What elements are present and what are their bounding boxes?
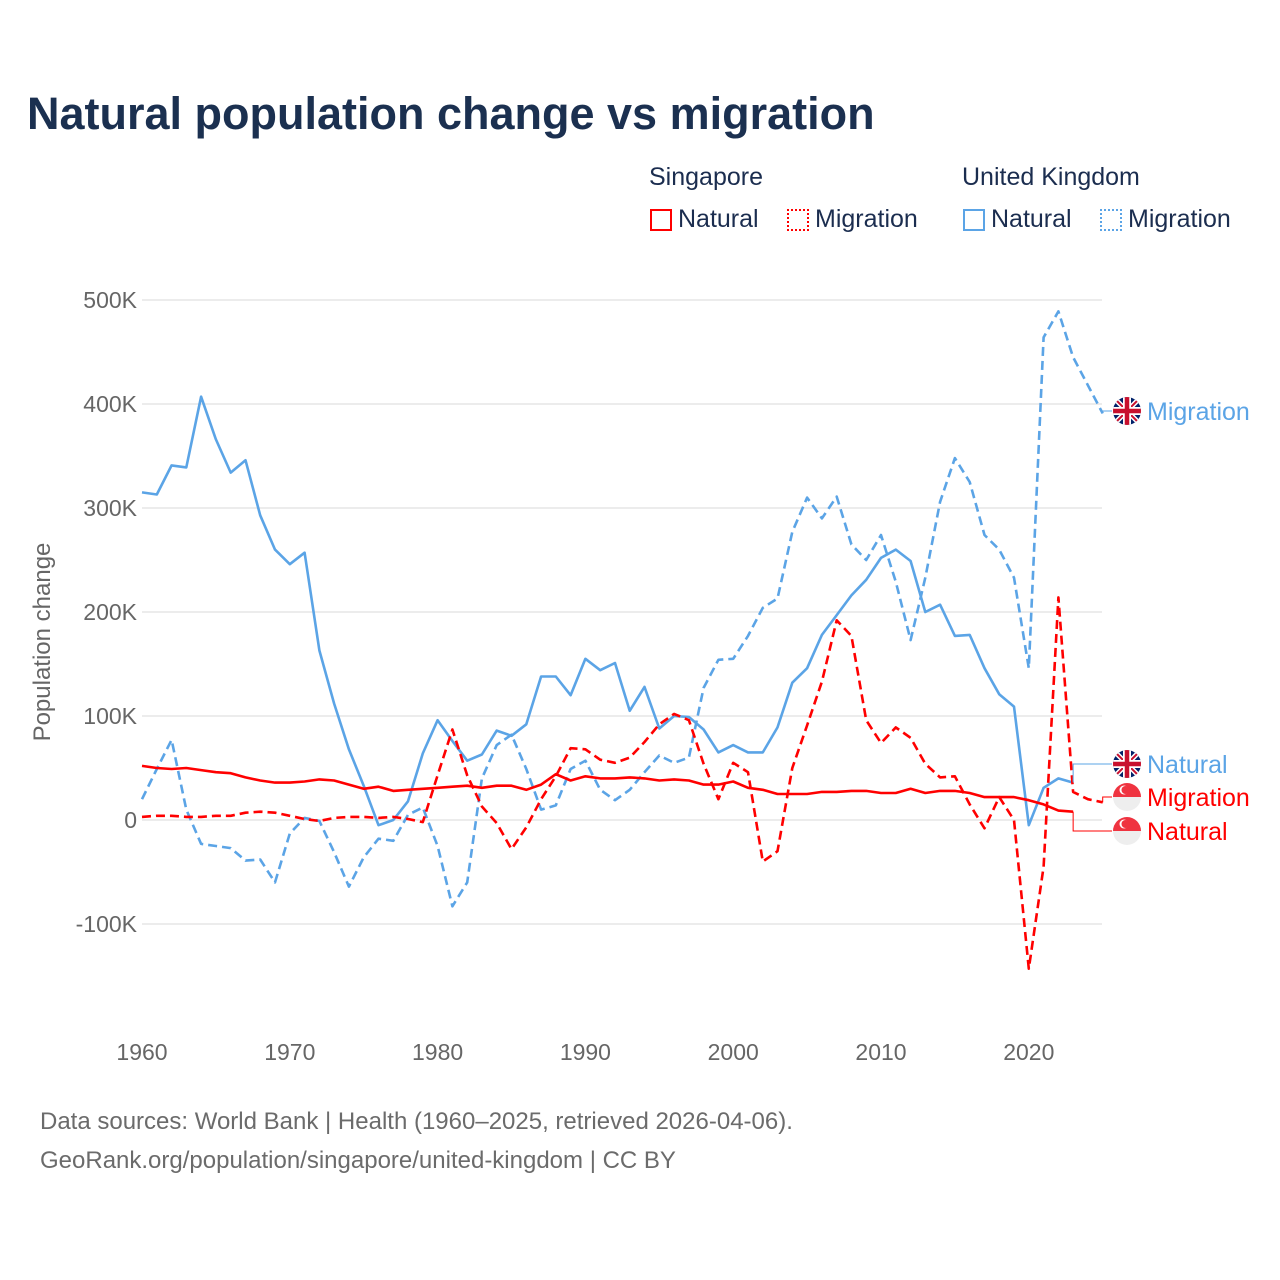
singapore-flag-icon [1113,817,1141,845]
footer-sources: Data sources: World Bank | Health (1960–… [40,1108,793,1135]
y-tick-label: -100K [76,911,138,937]
x-tick-label: 1980 [412,1039,463,1065]
legend-item-sg-natural[interactable]: Natural [650,205,759,234]
y-tick-label: 100K [83,703,137,729]
series-line-singapore-natural [141,764,1074,813]
flag-crescent-cut [1121,786,1130,794]
x-tick-label: 1960 [116,1039,167,1065]
legend-item-uk-natural[interactable]: Natural [963,205,1072,234]
legend-swatch-dotted-blue [1100,208,1122,231]
flag-body [1113,783,1141,811]
footer-link[interactable]: GeoRank.org/population/singapore/united-… [40,1147,676,1174]
flag-cross-red [1113,750,1141,778]
flag-body [1113,397,1141,425]
legend-swatch-solid-blue [963,208,985,231]
legend-label: Migration [1128,205,1231,233]
flag-cross-red [1113,397,1141,425]
y-axis-title: Population change [29,543,56,742]
singapore-flag-icon [1113,783,1141,811]
uk-flag-icon [1113,397,1141,425]
legend-label: Natural [678,205,759,233]
flag-crescent-cut [1121,820,1130,828]
legend-label: Natural [991,205,1072,233]
end-label: Natural [1147,751,1228,779]
x-tick-label: 2020 [1003,1039,1054,1065]
end-label-connector [1102,410,1112,414]
chart-title: Natural population change vs migration [27,88,875,139]
y-tick-label: 0 [124,807,137,833]
y-tick-label: 400K [83,391,137,417]
x-tick-label: 1970 [264,1039,315,1065]
y-tick-label: 300K [83,495,137,521]
legend-group-singapore: Singapore [649,163,763,191]
series-line-united-kingdom-natural [141,395,1074,827]
end-label: Migration [1147,784,1250,812]
legend-item-uk-migration[interactable]: Migration [1100,205,1231,234]
x-tick-label: 1990 [560,1039,611,1065]
legend-item-sg-migration[interactable]: Migration [787,205,918,234]
series-line-united-kingdom-migration [140,310,1104,908]
x-tick-label: 2000 [708,1039,759,1065]
series-line-singapore-migration [141,596,1103,970]
y-tick-label: 200K [83,599,137,625]
legend-swatch-dotted-red [787,208,809,231]
flag-bottom [1113,797,1141,811]
end-label-connector [1072,811,1112,832]
end-label-connector [1072,763,1112,783]
flag-body [1113,750,1141,778]
legend-label: Migration [815,205,918,233]
legend-group-united-kingdom: United Kingdom [962,163,1140,191]
y-tick-label: 500K [83,287,137,313]
end-label-connector [1102,796,1112,803]
flag-body [1113,817,1141,845]
flag-bottom [1113,831,1141,845]
uk-flag-icon [1113,750,1141,778]
x-tick-label: 2010 [855,1039,906,1065]
end-label: Migration [1147,398,1250,426]
legend-swatch-solid-red [650,208,672,231]
end-label: Natural [1147,818,1228,846]
